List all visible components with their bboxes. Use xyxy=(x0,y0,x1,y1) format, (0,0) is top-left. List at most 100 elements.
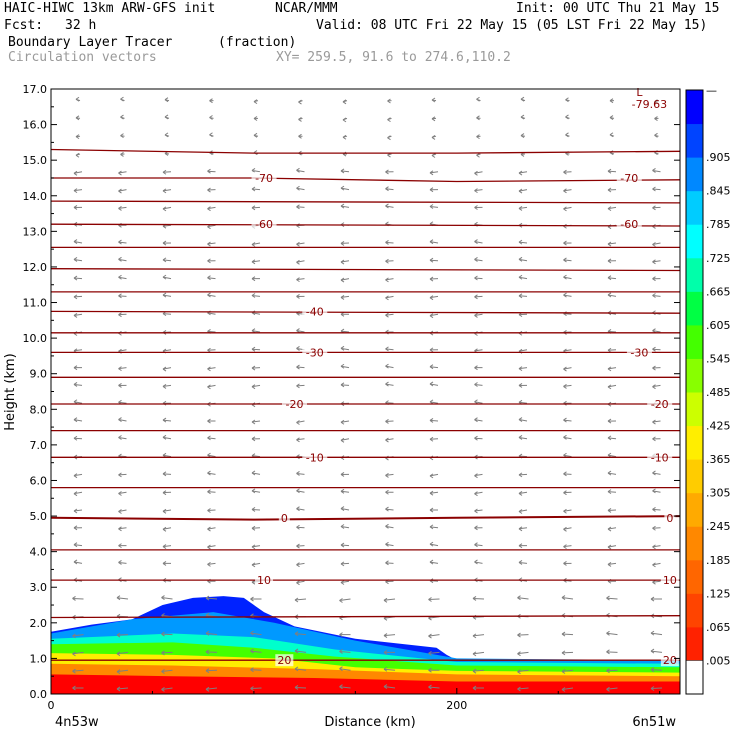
vector-arrow xyxy=(73,508,83,514)
colorbar-swatch xyxy=(686,190,703,225)
vector-arrow xyxy=(383,650,396,655)
vector-arrow xyxy=(652,384,661,390)
vector-arrow xyxy=(251,436,261,442)
vector-arrow xyxy=(429,170,439,176)
vector-arrow xyxy=(385,523,394,529)
vector-arrow xyxy=(73,525,83,531)
vector-arrow xyxy=(296,437,305,443)
vector-arrow xyxy=(75,134,81,140)
vector-arrow xyxy=(650,667,663,673)
vector-arrow xyxy=(518,170,528,176)
vector-arrow xyxy=(563,188,572,194)
org-label: NCAR/MMM xyxy=(275,1,338,16)
vector-arrow xyxy=(340,382,350,388)
vector-arrow xyxy=(517,651,529,657)
vector-arrow xyxy=(607,561,617,567)
vector-arrow xyxy=(251,402,261,408)
vector-arrow xyxy=(606,686,618,692)
vector-arrow xyxy=(298,117,303,122)
vector-arrow xyxy=(609,98,615,104)
vector-arrow xyxy=(162,490,172,496)
vector-arrow xyxy=(385,239,394,245)
vector-arrow xyxy=(161,669,173,674)
init-time: Init: 00 UTC Thu 21 May 15 xyxy=(516,1,720,16)
y-tick-label: 9.0 xyxy=(30,368,48,381)
vector-arrow xyxy=(296,223,305,229)
isotherm-label: -70 xyxy=(255,172,273,185)
vector-arrow xyxy=(518,435,528,440)
x-axis: 0 200 xyxy=(48,688,661,712)
vector-arrow xyxy=(296,471,305,476)
vector-arrow xyxy=(118,206,127,211)
colorbar-label: .125 xyxy=(706,587,731,600)
vector-arrow xyxy=(294,685,307,690)
vector-arrow xyxy=(162,508,172,514)
vector-arrow xyxy=(474,473,483,479)
vector-arrow xyxy=(161,595,173,600)
vector-arrow xyxy=(207,241,216,247)
vector-arrow xyxy=(162,400,172,406)
vector-arrow xyxy=(472,685,485,691)
vector-arrow xyxy=(118,170,127,176)
colorbar-label: .665 xyxy=(706,285,731,298)
x-axis-label: Distance (km) xyxy=(324,715,415,730)
vector-arrow xyxy=(518,256,528,262)
vector-arrow xyxy=(518,491,528,496)
vector-arrow xyxy=(563,471,572,477)
y-tick-label: 10.0 xyxy=(23,332,48,345)
isotherm-label-bg xyxy=(616,171,642,184)
vector-arrow xyxy=(429,559,439,565)
vector-arrow xyxy=(207,384,216,390)
vector-arrow xyxy=(606,668,618,674)
vector-arrow xyxy=(565,132,570,138)
colorbar-swatch xyxy=(686,559,703,594)
vector-arrow xyxy=(340,185,350,191)
y-tick-label: 16.0 xyxy=(23,119,48,132)
vector-arrow xyxy=(654,99,659,105)
y-axis-label: Height (km) xyxy=(3,353,18,430)
vector-arrow xyxy=(75,152,81,158)
vector-arrow xyxy=(296,524,305,530)
vector-arrow xyxy=(294,648,307,654)
vector-arrow xyxy=(563,400,572,406)
vector-arrow xyxy=(652,242,661,247)
vector-arrow xyxy=(296,506,305,512)
vector-arrow xyxy=(429,490,439,496)
vector-arrow xyxy=(607,168,617,174)
y-tick-label: 11.0 xyxy=(23,297,48,310)
vector-arrow xyxy=(118,293,127,299)
y-tick-label: 15.0 xyxy=(23,154,48,167)
vector-arrow xyxy=(429,524,439,530)
vector-arrow xyxy=(385,346,394,352)
vector-arrow xyxy=(251,259,261,265)
vector-arrow xyxy=(298,99,303,105)
vector-arrow xyxy=(563,366,572,372)
vector-arrow xyxy=(118,188,127,194)
vector-arrow xyxy=(476,134,481,140)
vector-arrow xyxy=(118,472,127,478)
vector-arrow xyxy=(429,276,439,282)
vector-arrow xyxy=(652,186,661,192)
vector-arrow xyxy=(72,596,84,601)
vector-arrow xyxy=(118,560,127,565)
colorbar-swatch xyxy=(686,392,703,427)
vector-arrow xyxy=(476,152,481,158)
isotherm-label: 20 xyxy=(663,654,677,667)
y-tick-label: 5.0 xyxy=(30,510,48,523)
vector-arrow xyxy=(431,97,437,103)
vector-arrow xyxy=(118,274,127,280)
vector-arrow xyxy=(385,560,394,566)
vector-arrow xyxy=(431,153,437,158)
vector-arrow xyxy=(250,596,262,602)
vector-arrow xyxy=(607,206,617,212)
vector-arrow xyxy=(563,311,572,317)
y-tick-label: 2.0 xyxy=(30,617,48,630)
vector-arrow xyxy=(251,562,261,568)
vector-arrow xyxy=(209,115,214,120)
vector-arrow xyxy=(429,313,439,319)
vector-arrow xyxy=(518,526,528,532)
vector-arrow xyxy=(518,206,528,211)
vector-arrow xyxy=(250,686,262,691)
vector-arrow xyxy=(118,435,127,440)
vector-arrow xyxy=(296,204,305,210)
